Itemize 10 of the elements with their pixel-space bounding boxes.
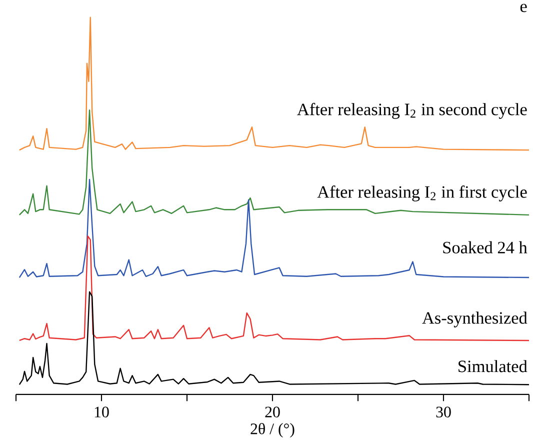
x-tick-label: 20: [265, 406, 280, 418]
x-axis-title: 2θ / (°): [250, 423, 294, 438]
series-label: Simulated: [458, 360, 528, 372]
x-tick-label: 10: [94, 406, 109, 418]
text: e: [520, 4, 527, 12]
series-label: As-synthesized: [422, 312, 528, 328]
x-tick-label: 30: [436, 406, 451, 418]
series-label: After releasing I$_{2}$ in first cycle: [317, 186, 527, 202]
series-label: After releasing I$_{2}$ in second cycle: [297, 103, 527, 119]
series-label: Soaked 24 h: [443, 241, 528, 254]
